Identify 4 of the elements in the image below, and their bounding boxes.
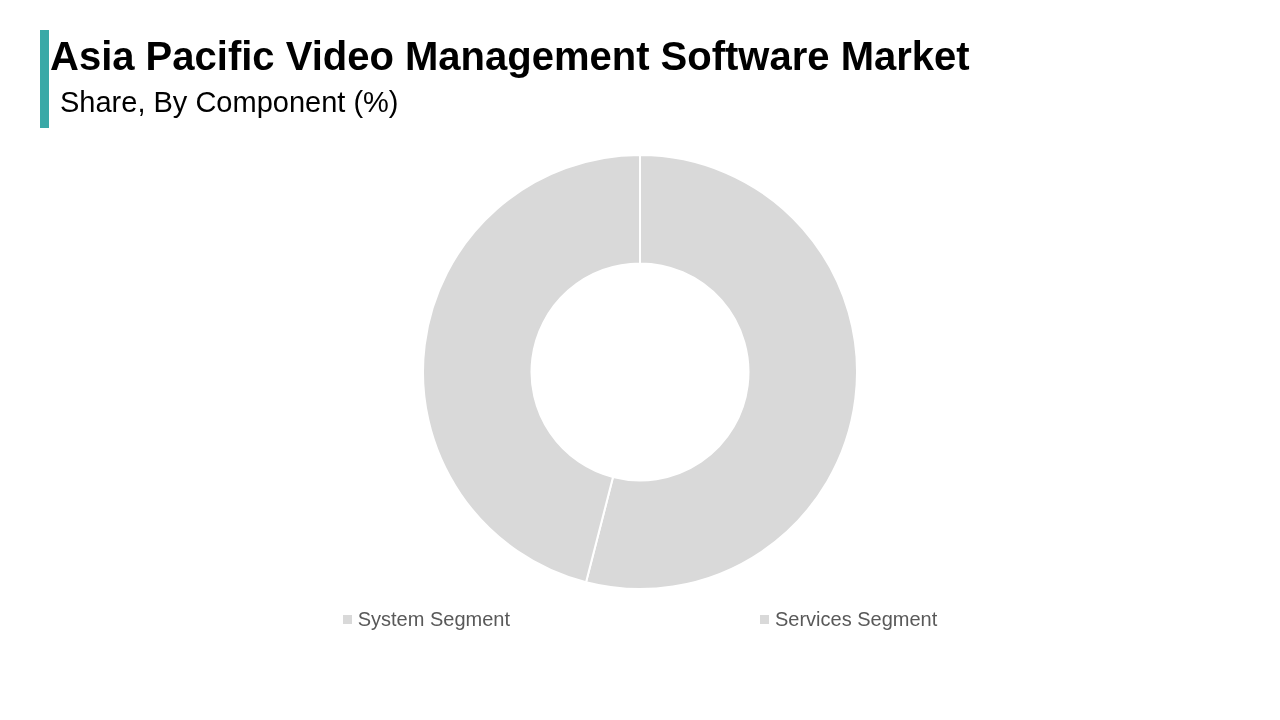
legend-label: System Segment [357, 608, 510, 631]
chart-subtitle: Share, By Component (%) [60, 86, 399, 119]
chart-title: Asia Pacific Video Management Software Market [50, 34, 970, 79]
legend-label: Services Segment [775, 608, 938, 631]
